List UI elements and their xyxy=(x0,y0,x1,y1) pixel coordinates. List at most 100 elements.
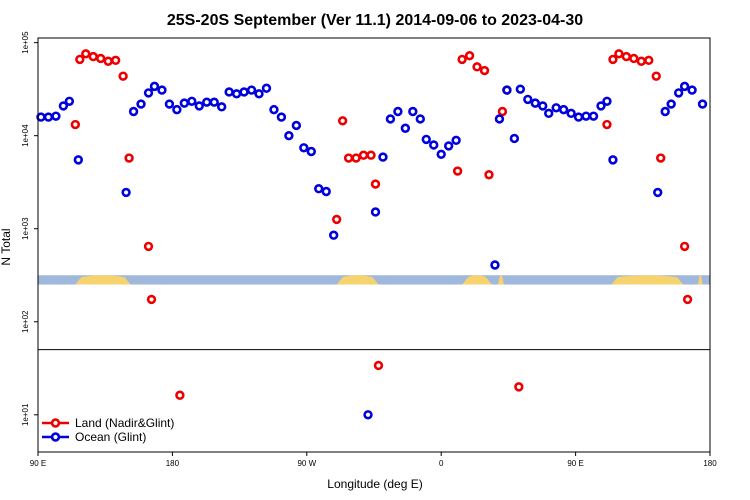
land-point xyxy=(452,166,463,176)
ocean-point xyxy=(673,88,684,98)
ocean-point xyxy=(261,83,272,93)
land-point xyxy=(370,179,381,189)
x-tick-label: 90 E xyxy=(567,459,583,468)
land-point xyxy=(497,106,508,117)
land-point xyxy=(366,150,376,160)
ocean-point xyxy=(254,89,264,99)
land-legend-marker xyxy=(50,418,61,428)
land-point xyxy=(103,56,113,66)
x-tick-label: 180 xyxy=(166,459,180,468)
ocean-point xyxy=(573,112,584,122)
ocean-point xyxy=(687,85,697,95)
ocean-point xyxy=(64,96,75,106)
strip-land-segment xyxy=(336,275,379,285)
ocean-point xyxy=(36,112,46,122)
land-point xyxy=(472,62,482,72)
land-point xyxy=(679,241,690,252)
ocean-point xyxy=(660,106,670,117)
legend: Land (Nadir&Glint)Ocean (Glint) xyxy=(42,416,174,444)
land-point xyxy=(331,214,342,225)
ocean-point xyxy=(143,88,154,98)
land-legend-label: Land (Nadir&Glint) xyxy=(75,416,174,430)
land-point xyxy=(118,71,128,81)
y-tick-label: 1e+03 xyxy=(21,217,30,240)
ocean-point xyxy=(276,112,287,122)
land-point xyxy=(88,51,98,62)
ocean-point xyxy=(136,99,146,109)
ocean-point xyxy=(666,99,676,109)
ocean-point xyxy=(209,97,219,107)
ocean-point xyxy=(121,187,131,198)
land-point xyxy=(682,294,693,305)
ocean-point xyxy=(187,96,197,106)
y-tick-label: 1e+02 xyxy=(21,310,30,333)
plot-frame xyxy=(37,37,711,453)
land-point xyxy=(514,382,524,392)
strip-land-segment xyxy=(75,275,131,285)
ocean-legend-label: Ocean (Glint) xyxy=(75,430,146,444)
ocean-point xyxy=(408,106,418,117)
land-point xyxy=(484,170,494,180)
y-tick-label: 1e+05 xyxy=(21,31,30,54)
land-point xyxy=(621,51,632,62)
land-point xyxy=(143,241,154,252)
ocean-point xyxy=(269,104,279,115)
ocean-point xyxy=(436,149,446,159)
land-point xyxy=(457,54,467,65)
land-point xyxy=(656,153,666,163)
chart-title: 25S-20S September (Ver 11.1) 2014-09-06 … xyxy=(167,12,583,29)
land-point xyxy=(636,56,647,66)
ocean-point xyxy=(421,134,431,145)
ocean-point xyxy=(179,98,190,108)
ocean-point xyxy=(608,155,618,165)
strip-land-segment xyxy=(462,275,492,285)
ocean-point xyxy=(202,97,212,107)
ocean-point xyxy=(314,184,324,194)
ocean-point xyxy=(378,152,388,162)
x-axis: 90 E 180 90 W 0 90 E 180 xyxy=(30,452,717,468)
land-point xyxy=(479,65,490,76)
x-tick-label: 90 E xyxy=(30,459,46,468)
land-point xyxy=(608,54,618,65)
ocean-point xyxy=(523,94,533,105)
ocean-point xyxy=(306,146,316,157)
ocean-point xyxy=(515,84,526,94)
ocean-point xyxy=(164,99,175,109)
ocean-point xyxy=(588,111,599,121)
ocean-point xyxy=(172,104,182,115)
land-point xyxy=(75,54,85,65)
land-point xyxy=(81,49,91,59)
ocean-point xyxy=(443,141,454,151)
ocean-point xyxy=(490,260,500,270)
land-point xyxy=(124,153,134,163)
ocean-point xyxy=(58,101,69,111)
land-point xyxy=(629,53,639,64)
ocean-point xyxy=(231,89,242,99)
ocean-point xyxy=(509,133,520,144)
ocean-point xyxy=(363,410,373,420)
y-tick-label: 1e+01 xyxy=(21,403,30,426)
ocean-point xyxy=(73,155,84,165)
ocean-point xyxy=(602,96,612,106)
x-axis-label: Longitude (deg E) xyxy=(327,477,422,491)
land-point xyxy=(175,390,185,400)
ocean-legend-marker xyxy=(50,432,61,442)
ocean-point xyxy=(370,207,381,217)
ocean-point xyxy=(321,186,331,197)
ocean-point xyxy=(385,114,396,124)
y-tick-label: 1e+04 xyxy=(21,124,30,147)
ocean-point xyxy=(697,99,708,109)
ocean-point xyxy=(128,106,139,117)
ocean-point xyxy=(566,108,576,119)
ocean-point xyxy=(299,143,309,153)
land-point xyxy=(351,153,361,163)
ocean-point xyxy=(415,114,425,124)
ocean-point xyxy=(530,98,540,108)
land-point xyxy=(110,55,121,66)
ocean-point xyxy=(43,112,54,122)
x-tick-label: 90 W xyxy=(297,459,316,468)
ocean-point xyxy=(284,130,294,141)
ocean-point xyxy=(239,87,249,97)
ocean-point xyxy=(544,108,554,119)
